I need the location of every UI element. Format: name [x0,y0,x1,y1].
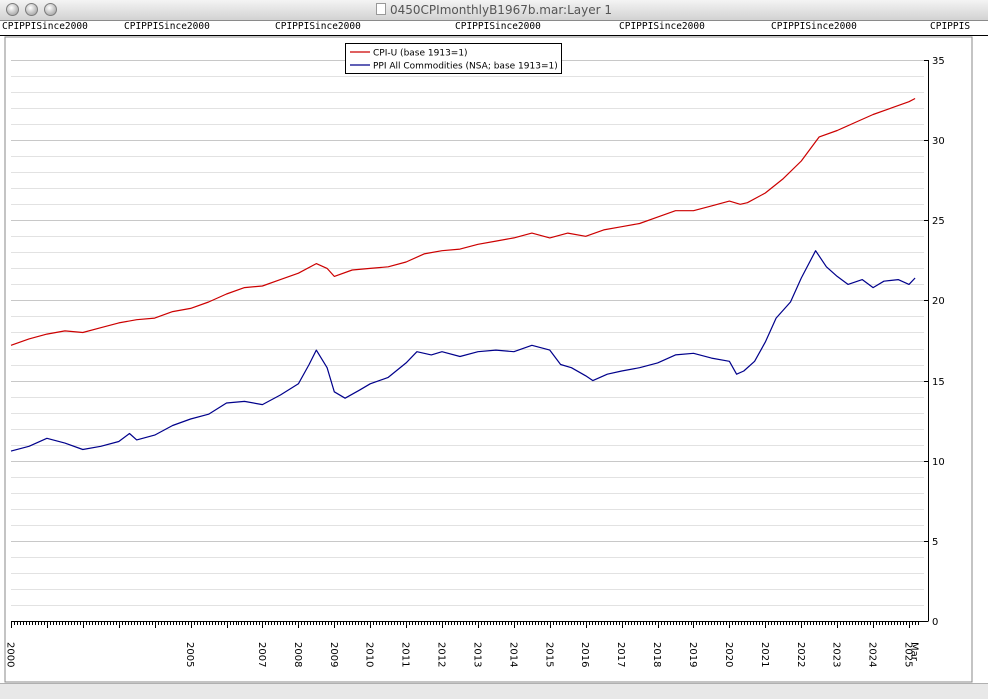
x-tick-label: 2020 [723,642,734,667]
legend-box [345,43,562,74]
layer-label: CPIPPISince2000 [619,21,705,32]
series-group [10,97,916,452]
y-axis: 0 5 10 15 20 25 30 35 [924,56,945,628]
y-tick-label: 15 [932,377,945,388]
layer-label: CPIPPIS [930,21,971,32]
plot-frame [4,36,973,683]
x-tick-label: 2009 [328,642,339,667]
y-tick-label: 0 [932,617,938,628]
x-tick-label: 2019 [687,642,698,667]
window-title-text: 0450CPImonthlyB1967b.mar:Layer 1 [390,3,612,17]
layer-label-strip: CPIPPISince2000 CPIPPISince2000 CPIPPISi… [0,21,988,35]
x-tick-label: 2017 [615,642,626,667]
layer-label: CPIPPISince2000 [455,21,541,32]
x-tick-label: 2023 [831,642,842,667]
y-tick-label: 5 [932,537,938,548]
label-strip-divider [0,35,988,36]
x-tick-label: Mar [909,642,920,662]
x-tick-label: 2014 [507,642,518,667]
gridlines [11,60,924,622]
y-tick-label: 30 [932,136,945,147]
zoom-window-button[interactable] [44,3,57,16]
document-icon [376,3,386,15]
window-title: 0450CPImonthlyB1967b.mar:Layer 1 [0,3,988,17]
layer-label: CPIPPISince2000 [275,21,361,32]
x-tick-label: 2000 [5,642,16,667]
legend-label: PPI All Commodities (NSA; base 1913=1) [373,62,558,72]
x-tick-label: 2024 [867,642,878,667]
x-tick-label: 2011 [400,642,411,667]
legend-label: CPI-U (base 1913=1) [373,49,468,59]
x-tick-label: 2007 [256,642,267,667]
layer-label: CPIPPISince2000 [124,21,210,32]
series-line [10,97,916,346]
minimize-window-button[interactable] [25,3,38,16]
y-tick-label: 20 [932,296,945,307]
x-tick-label: 2010 [364,642,375,667]
y-tick-label: 10 [932,457,945,468]
x-tick-label: 2005 [184,642,195,667]
x-tick-label: 2025 [903,642,914,667]
series-line [10,250,916,452]
x-tick-label: 2012 [436,642,447,667]
x-axis: 2000 2005 2007 2008 2009 2010 2011 2012 2013 2014… [5,621,928,667]
legend: CPI-U (base 1913=1) PPI All Commodities (… [345,43,562,74]
window-bottom-bar [0,683,988,699]
x-tick-label: 2018 [651,642,662,667]
close-window-button[interactable] [6,3,19,16]
x-tick-label: 2013 [471,642,482,667]
y-tick-label: 25 [932,216,945,227]
x-tick-label: 2016 [579,642,590,667]
y-tick-label: 35 [932,56,945,67]
x-tick-label: 2021 [759,642,770,667]
window-titlebar: 0450CPImonthlyB1967b.mar:Layer 1 [0,0,988,21]
x-tick-label: 2015 [543,642,554,667]
layer-label: CPIPPISince2000 [771,21,857,32]
x-tick-label: 2022 [795,642,806,667]
layer-label: CPIPPISince2000 [2,21,88,32]
x-tick-label: 2008 [292,642,303,667]
